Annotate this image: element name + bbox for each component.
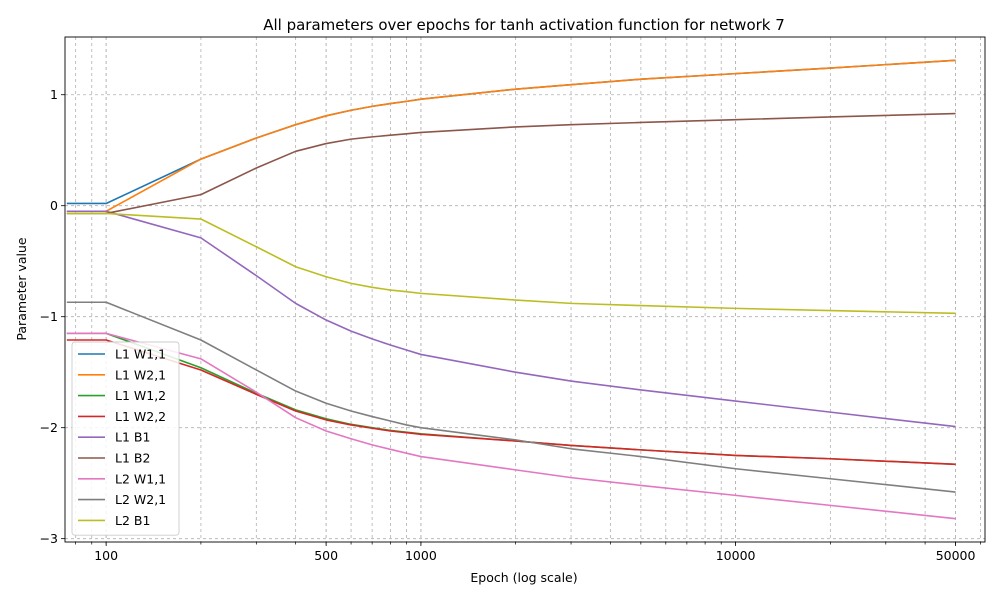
- legend-box: [71, 341, 180, 536]
- legend-label: L1 B1: [115, 430, 150, 445]
- series-line-l1-w2-1: [66, 59, 956, 213]
- legend-label: L1 B2: [115, 451, 150, 466]
- x-tick-label: 100: [94, 548, 118, 563]
- x-tick-label: 50000: [936, 548, 976, 563]
- series-line-l1-b1: [66, 210, 956, 428]
- x-tick-label: 10000: [716, 548, 756, 563]
- legend-label: L1 W1,2: [115, 388, 166, 403]
- x-tick-label: 500: [314, 548, 338, 563]
- legend-label: L2 W2,1: [115, 492, 166, 507]
- y-tick-label: −2: [40, 420, 58, 435]
- legend-label: L1 W2,1: [115, 367, 166, 382]
- y-axis-label: Parameter value: [14, 237, 29, 340]
- chart-title: All parameters over epochs for tanh acti…: [263, 16, 785, 34]
- legend-label: L2 B1: [115, 513, 150, 528]
- series-line-l1-w2-2: [66, 339, 956, 466]
- legend-label: L2 W1,1: [115, 471, 166, 486]
- axis-ticks: 100 500 1000 10000 50000 −3 −2 −1 0 1: [40, 87, 981, 563]
- plot-frame: [64, 36, 986, 543]
- x-axis-label: Epoch (log scale): [470, 570, 577, 585]
- y-tick-label: 0: [50, 198, 58, 213]
- x-tick-label: 1000: [405, 548, 437, 563]
- series-line-l2-w1-1: [66, 332, 956, 520]
- legend-label: L1 W2,2: [115, 409, 166, 424]
- series-line-l2-b1: [66, 212, 956, 315]
- series-line-l1-b2: [66, 112, 956, 215]
- y-tick-label: 1: [50, 87, 58, 102]
- legend-label: L1 W1,1: [115, 347, 166, 362]
- legend: L1 W1,1 L1 W2,1 L1 W1,2 L1 W2,2 L1 B1 L1 B2 L2…: [71, 341, 180, 536]
- series-lines: [66, 59, 956, 520]
- y-tick-label: −3: [40, 531, 58, 546]
- series-line-l2-w2-1: [66, 301, 956, 493]
- y-tick-label: −1: [40, 309, 58, 324]
